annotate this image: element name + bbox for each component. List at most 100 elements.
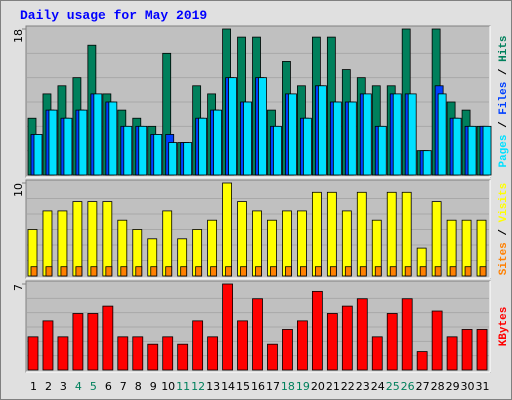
bar [437, 93, 447, 176]
bar [434, 266, 442, 277]
bar [377, 125, 387, 176]
bar [93, 93, 103, 176]
y-tick-label: 7 [12, 284, 25, 291]
bar [102, 201, 113, 277]
bar [105, 266, 113, 277]
legend-separator: / [498, 115, 510, 135]
bar [102, 305, 114, 371]
bar [389, 266, 397, 277]
bar [132, 336, 144, 371]
x-tick-label: 19 [296, 380, 310, 393]
bar [267, 343, 278, 371]
bar [192, 320, 204, 371]
x-tick-label: 28 [431, 380, 445, 393]
bar [422, 150, 432, 176]
x-tick-label: 22 [341, 380, 355, 393]
legend-entry: Sites [498, 242, 510, 275]
x-tick-label: 24 [371, 380, 385, 393]
legend-entry: Visits [498, 183, 510, 223]
bar [311, 290, 323, 371]
bar [72, 201, 83, 277]
x-tick-label: 1 [30, 380, 37, 393]
bar [30, 266, 38, 277]
bar [329, 266, 337, 277]
bar [326, 191, 337, 277]
bar [446, 336, 458, 371]
bar [288, 93, 297, 176]
bar [255, 266, 262, 277]
bar [461, 329, 473, 371]
bar [300, 266, 307, 277]
y-tick-label: 10 [12, 183, 25, 197]
bar [117, 336, 129, 371]
bar [42, 210, 53, 277]
bar [285, 266, 292, 277]
bar [258, 77, 267, 176]
bar [228, 77, 237, 176]
bar [311, 191, 322, 277]
x-tick-label: 5 [90, 380, 97, 393]
bar [359, 266, 367, 277]
bar [207, 336, 219, 371]
legend: KBytes [498, 307, 510, 347]
bar [467, 125, 477, 176]
bar [48, 109, 58, 176]
y-tick-label: 18 [12, 29, 25, 43]
x-tick-label: 4 [75, 380, 82, 393]
bar [222, 182, 232, 277]
x-tick-label: 26 [401, 380, 415, 393]
x-tick-label: 20 [311, 380, 325, 393]
bar [123, 125, 133, 176]
bar [222, 283, 233, 371]
bar [78, 109, 88, 176]
bar [87, 201, 98, 277]
bar [482, 125, 492, 176]
bar [195, 266, 203, 277]
bar [210, 266, 218, 277]
bar [150, 266, 158, 277]
x-tick-label: 12 [191, 380, 205, 393]
bar [135, 266, 143, 277]
bar [326, 313, 338, 371]
legend-entry: KBytes [498, 307, 510, 347]
bar [371, 336, 383, 371]
bar [332, 101, 342, 176]
bar [45, 266, 53, 277]
bar [27, 336, 39, 371]
bar [270, 266, 277, 277]
x-tick-label: 11 [176, 380, 190, 393]
bar [33, 134, 43, 176]
bar [75, 266, 83, 277]
bar [198, 117, 208, 176]
bar [303, 117, 312, 176]
bar [416, 351, 428, 371]
x-tick-label: 3 [60, 380, 67, 393]
bar [347, 101, 357, 176]
x-tick-label: 25 [386, 380, 400, 393]
x-tick-label: 30 [461, 380, 475, 393]
bar [341, 210, 352, 277]
bar [168, 142, 178, 176]
bar [356, 298, 368, 371]
x-tick-label: 8 [135, 380, 142, 393]
bar [479, 266, 487, 277]
x-tick-label: 13 [206, 380, 220, 393]
legend: Sites / Visits [498, 183, 510, 275]
bar [476, 329, 488, 371]
x-tick-label: 17 [266, 380, 280, 393]
bar [240, 266, 247, 277]
bar [237, 201, 247, 277]
bar [392, 93, 402, 176]
bar [180, 266, 188, 277]
bar [162, 210, 173, 277]
bar [63, 117, 73, 176]
bar [225, 266, 232, 277]
bar [147, 343, 159, 371]
legend-entry: Pages [498, 135, 510, 168]
chart-title: Daily usage for May 2019 [20, 8, 207, 23]
bar [42, 320, 54, 371]
bar [120, 266, 128, 277]
bar [138, 125, 148, 176]
x-tick-label: 23 [356, 380, 370, 393]
